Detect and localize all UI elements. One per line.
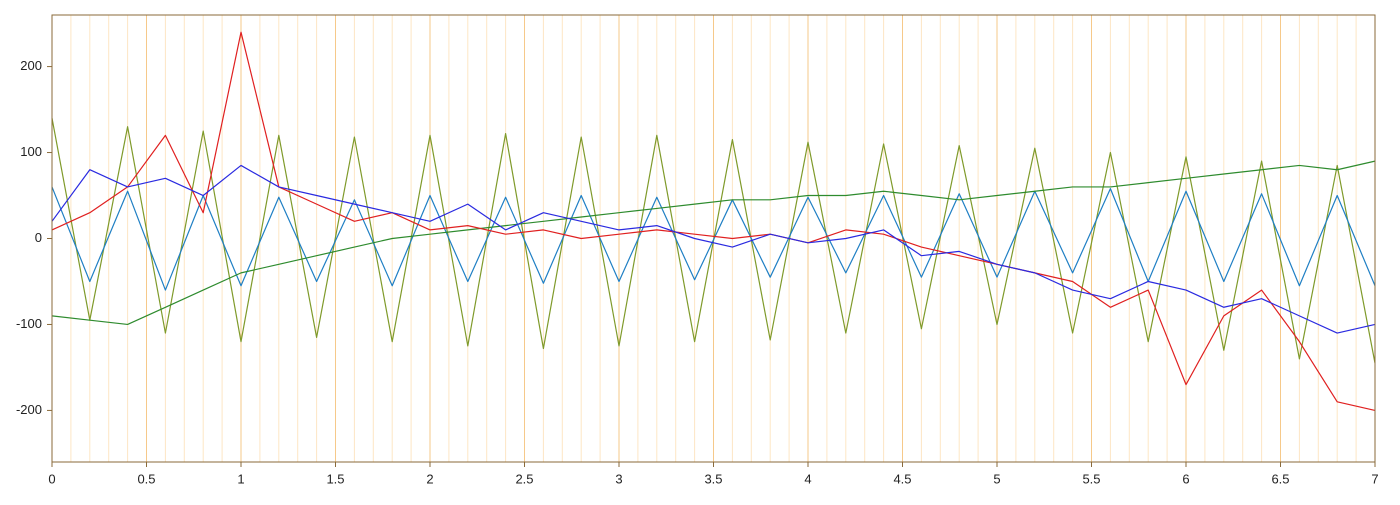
series-line (51, 164, 1376, 334)
x-tick-label: 1.5 (326, 471, 344, 486)
x-tick-label: 4.5 (893, 471, 911, 486)
series-line (51, 31, 1376, 412)
x-tick-label: 6 (1182, 471, 1189, 486)
x-tick-label: 2.5 (515, 471, 533, 486)
x-tick-label: 5.5 (1082, 471, 1100, 486)
x-tick-label: 3.5 (704, 471, 722, 486)
series-line (51, 186, 1376, 291)
x-tick-label: 0 (48, 471, 55, 486)
y-tick-label: -100 (16, 316, 42, 331)
y-tick-label: -200 (16, 402, 42, 417)
y-tick-label: 100 (20, 144, 42, 159)
x-tick-label: 0.5 (137, 471, 155, 486)
x-tick-label: 1 (237, 471, 244, 486)
series-line (51, 160, 1376, 326)
y-tick-label: 200 (20, 58, 42, 73)
y-tick-label: 0 (35, 230, 42, 245)
x-tick-label: 2 (426, 471, 433, 486)
x-tick-label: 6.5 (1271, 471, 1289, 486)
x-tick-label: 3 (615, 471, 622, 486)
x-tick-label: 4 (804, 471, 811, 486)
x-tick-label: 5 (993, 471, 1000, 486)
x-tick-label: 7 (1371, 471, 1378, 486)
plot-frame (51, 14, 1376, 463)
